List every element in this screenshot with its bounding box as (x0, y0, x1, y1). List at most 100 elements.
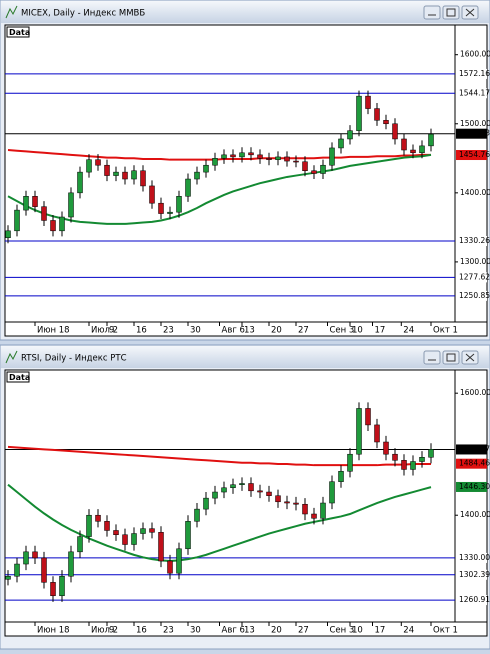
maximize-button[interactable] (442, 5, 460, 20)
level-label: 1277.62 (459, 272, 490, 281)
candle-body (248, 483, 254, 492)
data-label: Data (9, 373, 30, 382)
candle-body (383, 120, 389, 125)
level-label: 1484.46 (459, 459, 490, 468)
x-tick-label: 13 (244, 326, 255, 336)
candle-body (32, 551, 38, 559)
candle-body (230, 484, 236, 489)
minimize-button[interactable] (423, 350, 441, 365)
y-tick-label: 1500.00 (460, 119, 490, 128)
x-tick-label: 16 (136, 326, 147, 336)
candle-body (158, 202, 164, 214)
candle-body (401, 138, 407, 151)
candle-body (77, 171, 83, 194)
candle-body (149, 528, 155, 533)
x-tick-label: Окт 1 (433, 626, 458, 636)
icon (446, 353, 456, 362)
candle-body (311, 513, 317, 519)
level-label-bg (456, 88, 487, 99)
data-box (6, 371, 30, 383)
candle-body (365, 95, 371, 109)
candle-body (221, 487, 227, 493)
data-label: Data (9, 28, 30, 37)
candle-body (86, 514, 92, 537)
candle-body (356, 95, 362, 131)
candle-body (32, 196, 38, 207)
candle-body (104, 521, 110, 531)
level-label: 1260.91 (459, 595, 490, 604)
candle-body (239, 152, 245, 158)
level-label-bg (456, 236, 487, 247)
candle-body (140, 170, 146, 187)
candle-body (14, 209, 20, 232)
candle-body (59, 575, 65, 597)
level-label-bg (456, 272, 487, 283)
level-label: 1572.16 (459, 69, 490, 78)
candle-body (95, 514, 101, 522)
candle-body (374, 108, 380, 121)
candle-body (68, 551, 74, 577)
moving-average (7, 445, 431, 467)
candle-body (221, 154, 227, 159)
candle-body (320, 164, 326, 174)
maximize-button[interactable] (442, 350, 460, 365)
candle-body (356, 408, 362, 455)
x-axis-strip (4, 321, 488, 337)
candle-body (14, 563, 20, 577)
candle-body (176, 196, 182, 213)
level-label-bg (456, 595, 487, 606)
x-tick-label: 20 (271, 326, 282, 336)
level-label: 1330.00 (459, 553, 490, 562)
candle-body (50, 582, 56, 597)
x-tick-label: 9 (109, 326, 114, 336)
candle-body (194, 171, 200, 180)
x-tick-label: 30 (190, 626, 201, 636)
level-label: 1507.77 (459, 444, 490, 453)
candle-body (347, 130, 353, 140)
candle-body (122, 534, 128, 545)
x-tick-label: 23 (163, 326, 174, 336)
candle-body (293, 160, 299, 163)
moving-average (7, 149, 431, 161)
level-label: 1544.17 (459, 88, 490, 97)
x-tick-label: 24 (403, 326, 414, 336)
candle-body (284, 156, 290, 162)
candle-body (167, 560, 173, 574)
window-buttons[interactable] (423, 5, 479, 20)
candle-body (86, 159, 92, 173)
candle-body (338, 471, 344, 482)
candle-body (5, 230, 11, 238)
x-tick-label: 10 (352, 326, 363, 336)
level-label-bg (456, 290, 487, 301)
x-tick-label: Окт 1 (433, 326, 458, 336)
candle-body (302, 503, 308, 515)
candle-body (410, 461, 416, 470)
candle-body (104, 164, 110, 176)
y-tick-label: 1600.00 (460, 388, 490, 397)
candle-body (113, 530, 119, 535)
x-tick-label: 17 (375, 326, 386, 336)
window-buttons[interactable] (423, 350, 479, 365)
title-bar (1, 1, 489, 23)
x-tick-label: Июл 2 (91, 326, 118, 336)
candle-body (158, 532, 164, 562)
x-tick-label: 24 (403, 626, 414, 636)
candle-body (257, 490, 263, 493)
candle-body (374, 424, 380, 443)
y-tick-label: 1600.00 (460, 50, 490, 59)
level-label: 1302.39 (459, 570, 490, 579)
window-title: RTSI, Daily - Индекс РТС (21, 354, 127, 364)
axis-strip (454, 369, 488, 623)
candle-body (266, 491, 272, 496)
minimize-button[interactable] (423, 5, 441, 20)
x-tick-label: 9 (109, 626, 114, 636)
candle-body (131, 170, 137, 180)
x-tick-label: Июн 18 (37, 626, 70, 636)
candle-body (23, 196, 29, 211)
candle-body (194, 508, 200, 522)
level-label: 1250.85 (459, 291, 490, 300)
data-box (6, 26, 30, 38)
candle-body (428, 133, 434, 147)
